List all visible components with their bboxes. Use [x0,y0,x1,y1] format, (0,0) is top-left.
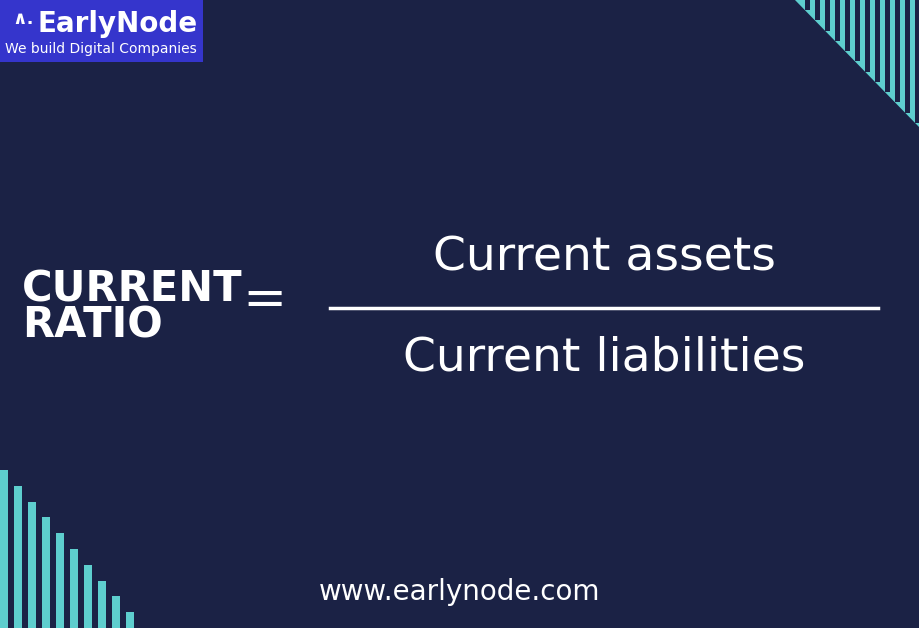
Text: CURRENT: CURRENT [22,268,243,310]
Bar [112,597,119,628]
Text: Current assets: Current assets [432,236,775,281]
Polygon shape [794,0,919,128]
Bar [28,502,36,628]
Bar [914,0,919,123]
Text: www.earlynode.com: www.earlynode.com [319,578,600,606]
Bar [42,517,50,628]
Bar [98,581,106,628]
Bar [844,0,849,51]
Bar [884,0,889,92]
Bar [834,0,839,41]
Bar [854,0,859,62]
Bar [894,0,899,102]
Bar [70,549,78,628]
Text: =: = [243,274,287,326]
Bar [0,0,203,62]
Bar [904,0,909,112]
Bar [864,0,869,72]
Text: Current liabilities: Current liabilities [403,335,804,381]
Bar [804,0,809,10]
Bar [14,486,22,628]
Bar [824,0,829,31]
Bar [814,0,819,21]
Bar [0,470,8,628]
Text: We build Digital Companies: We build Digital Companies [6,42,197,56]
Text: RATIO: RATIO [22,305,163,347]
Bar [874,0,879,82]
Text: ∧.: ∧. [12,10,33,28]
Bar [56,533,64,628]
Text: EarlyNode: EarlyNode [38,10,198,38]
Bar [126,612,134,628]
Bar [84,565,92,628]
